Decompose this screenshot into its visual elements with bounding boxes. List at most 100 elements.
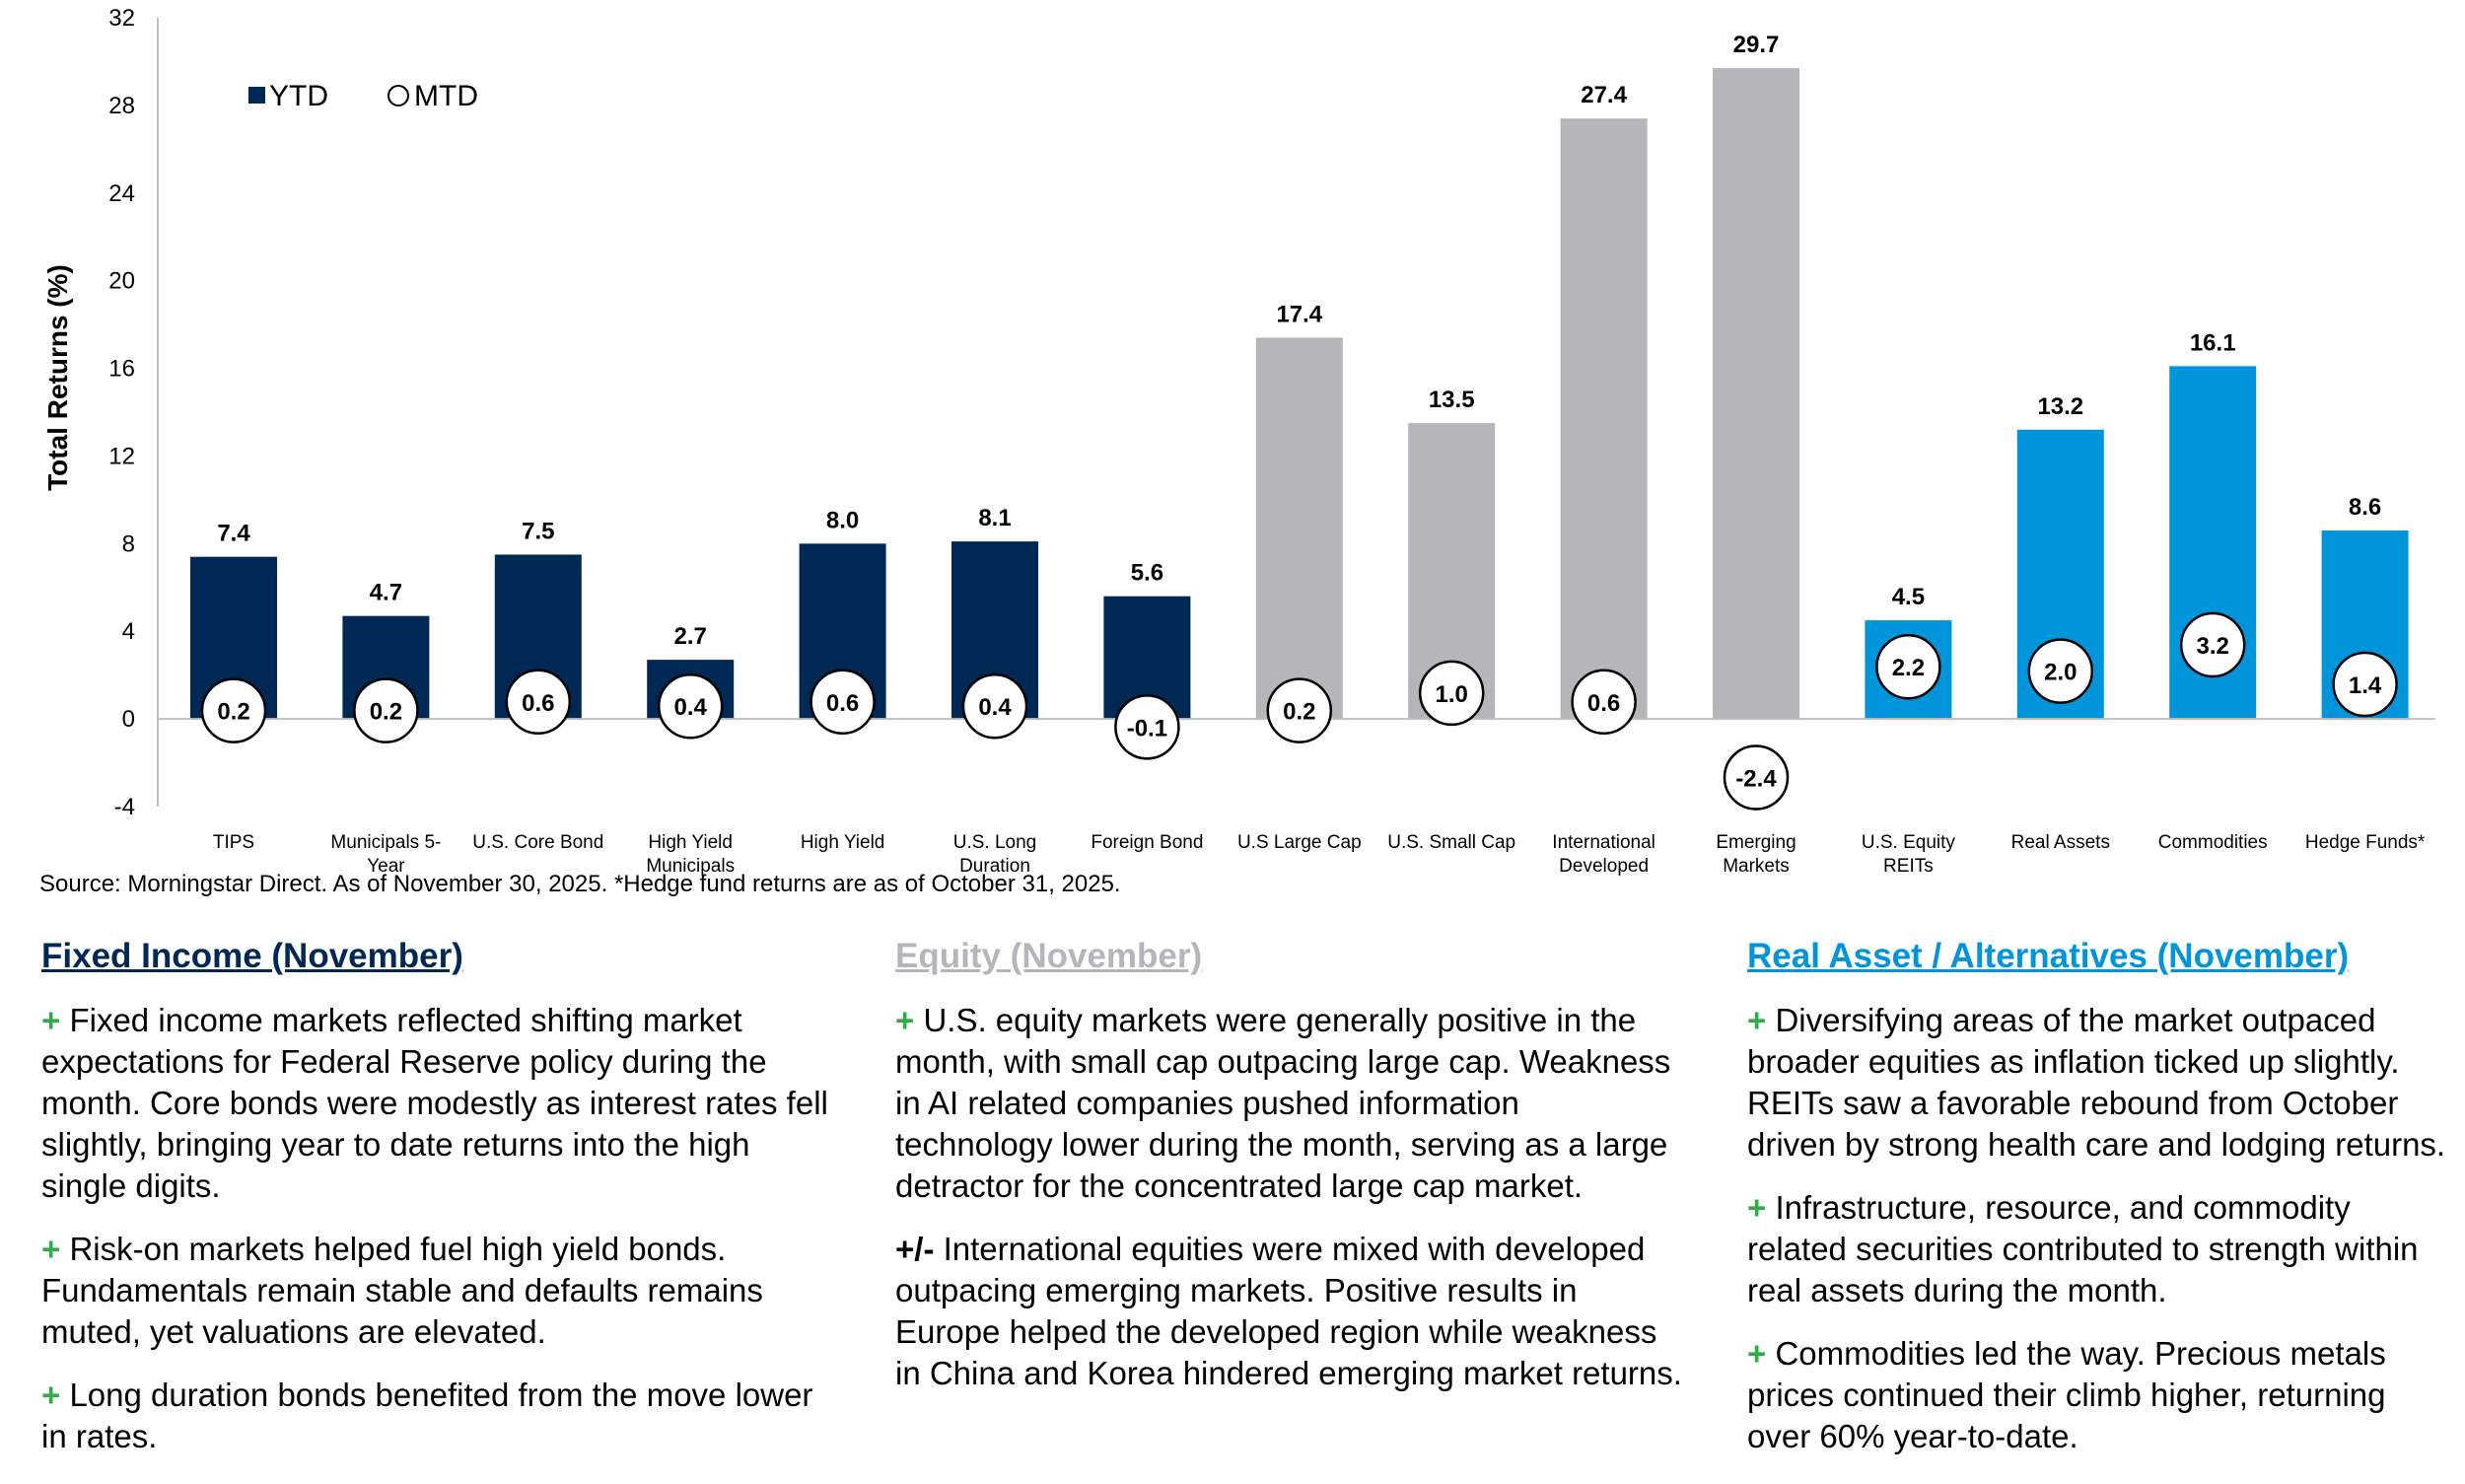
bullet-text: Commodities led the way. Precious metals… bbox=[1747, 1335, 2386, 1454]
bullet-sign: + bbox=[1747, 1335, 1767, 1372]
equity-column: Equity (November) + U.S. equity markets … bbox=[895, 935, 1684, 1416]
category-labels: TIPS Municipals 5- Year U.S. Core Bond High … bbox=[213, 832, 2426, 877]
category-label: U.S Large Cap bbox=[1237, 832, 1362, 853]
ytd-value-label: 13.2 bbox=[2037, 393, 2083, 420]
bullet-sign: +/- bbox=[895, 1231, 935, 1267]
y-tick-label: 32 bbox=[108, 5, 135, 32]
bullet-sign: + bbox=[41, 1377, 61, 1413]
ytd-value-label: 4.7 bbox=[370, 580, 402, 606]
category-label: Emerging bbox=[1716, 832, 1796, 853]
bullet-sign: + bbox=[895, 1002, 915, 1038]
real-assets-bullet: + Infrastructure, resource, and commodit… bbox=[1747, 1187, 2457, 1311]
bullet-text: International equities were mixed with d… bbox=[895, 1231, 1682, 1391]
y-tick-label: 4 bbox=[122, 618, 135, 645]
ytd-value-label: 5.6 bbox=[1131, 560, 1163, 587]
fixed-income-bullet: + Risk-on markets helped fuel high yield… bbox=[41, 1229, 830, 1353]
mtd-marker bbox=[2027, 638, 2094, 704]
mtd-value-label: 0.6 bbox=[1587, 690, 1620, 717]
category-label: U.S. Long bbox=[953, 832, 1037, 853]
y-axis-title: Total Returns (%) bbox=[42, 264, 73, 491]
mtd-markers: 0.2 0.2 0.6 0.4 0.6 0.4 -0.1 0.2 1.0 0.6 -2.4 2.2 2.… bbox=[200, 611, 2398, 811]
ytd-value-label: 7.4 bbox=[217, 521, 250, 547]
category-label: U.S. Equity bbox=[1862, 832, 1956, 853]
mtd-value-label: 0.2 bbox=[370, 699, 402, 726]
mtd-marker bbox=[200, 677, 267, 743]
ytd-value-labels: 7.4 4.7 7.5 2.7 8.0 8.1 5.6 17.4 13.5 27.4 29.7 4.5… bbox=[217, 32, 2381, 650]
real-assets-bullet: + Commodities led the way. Precious meta… bbox=[1747, 1333, 2457, 1457]
mtd-value-label: 0.4 bbox=[978, 694, 1012, 721]
mtd-marker bbox=[2332, 651, 2398, 718]
legend-mtd-icon bbox=[387, 85, 409, 106]
category-label: Municipals 5- bbox=[330, 832, 441, 853]
bullet-sign: + bbox=[41, 1002, 61, 1038]
ytd-value-label: 13.5 bbox=[1429, 387, 1475, 413]
category-label: Markets bbox=[1723, 856, 1790, 877]
mtd-value-label: 0.6 bbox=[522, 690, 554, 717]
equity-bullet: + U.S. equity markets were generally pos… bbox=[895, 1000, 1684, 1207]
y-tick-label: -4 bbox=[114, 794, 135, 820]
y-tick-label: 28 bbox=[108, 93, 135, 119]
ytd-value-label: 16.1 bbox=[2190, 329, 2236, 356]
real-assets-bullet: + Diversifying areas of the market outpa… bbox=[1747, 1000, 2457, 1166]
equity-title: Equity (November) bbox=[895, 937, 1203, 975]
mtd-value-label: 2.2 bbox=[1892, 655, 1925, 681]
fixed-income-bullet: + Long duration bonds benefited from the… bbox=[41, 1375, 830, 1457]
mtd-marker bbox=[2179, 611, 2246, 678]
category-label: Municipals bbox=[646, 856, 735, 877]
ytd-bar bbox=[1255, 337, 1343, 720]
equity-bullet: +/- International equities were mixed wi… bbox=[895, 1229, 1684, 1394]
ytd-value-label: 29.7 bbox=[1733, 32, 1780, 58]
bullet-sign: + bbox=[41, 1231, 61, 1267]
ytd-bar bbox=[1560, 118, 1648, 720]
bullet-text: U.S. equity markets were generally posit… bbox=[895, 1002, 1671, 1204]
mtd-marker bbox=[1418, 660, 1485, 727]
legend-mtd-label: MTD bbox=[414, 80, 478, 112]
y-tick-label: 20 bbox=[108, 268, 135, 295]
y-tick-label: 0 bbox=[122, 706, 135, 733]
legend-ytd-label: YTD bbox=[269, 80, 328, 112]
category-label: REITs bbox=[1883, 856, 1934, 877]
category-label: TIPS bbox=[213, 832, 254, 853]
y-tick-label: 8 bbox=[122, 530, 135, 557]
category-label: Foreign Bond bbox=[1091, 832, 1203, 853]
bullet-sign: + bbox=[1747, 1002, 1767, 1038]
category-label: High Yield bbox=[648, 832, 733, 853]
ytd-value-label: 2.7 bbox=[674, 623, 707, 650]
ytd-value-label: 17.4 bbox=[1276, 301, 1322, 327]
mtd-value-label: 0.6 bbox=[826, 690, 859, 717]
fixed-income-bullet: + Fixed income markets reflected shiftin… bbox=[41, 1000, 830, 1207]
mtd-value-label: 1.4 bbox=[2349, 672, 2382, 699]
real-assets-column: Real Asset / Alternatives (November) + D… bbox=[1747, 935, 2457, 1479]
ytd-value-label: 27.4 bbox=[1581, 82, 1627, 108]
mtd-value-label: 0.2 bbox=[1283, 699, 1315, 726]
category-label: High Yield bbox=[801, 832, 885, 853]
category-label: Developed bbox=[1559, 856, 1649, 877]
ytd-value-label: 8.6 bbox=[2349, 494, 2381, 521]
mtd-marker bbox=[1114, 694, 1180, 760]
fixed-income-column: Fixed Income (November) + Fixed income m… bbox=[41, 935, 830, 1479]
ytd-value-label: 8.1 bbox=[978, 505, 1011, 531]
category-label: U.S. Core Bond bbox=[472, 832, 603, 853]
mtd-marker bbox=[1266, 677, 1333, 743]
mtd-marker bbox=[810, 669, 876, 736]
bullet-text: Risk-on markets helped fuel high yield b… bbox=[41, 1231, 763, 1350]
category-label: Real Assets bbox=[2011, 832, 2110, 853]
mtd-marker bbox=[961, 672, 1028, 740]
mtd-marker bbox=[1571, 669, 1637, 736]
bullet-text: Diversifying areas of the market outpace… bbox=[1747, 1002, 2446, 1163]
mtd-marker bbox=[1723, 744, 1790, 811]
mtd-value-label: 2.0 bbox=[2044, 660, 2077, 686]
mtd-value-label: -2.4 bbox=[1735, 765, 1777, 792]
legend: YTD MTD bbox=[248, 80, 478, 112]
category-label: International bbox=[1552, 832, 1655, 853]
bullet-sign: + bbox=[1747, 1189, 1767, 1226]
ytd-bar bbox=[1713, 68, 1799, 720]
fixed-income-title: Fixed Income (November) bbox=[41, 937, 463, 975]
mtd-marker bbox=[505, 669, 572, 736]
mtd-value-label: 3.2 bbox=[2197, 633, 2229, 660]
category-label: Hedge Funds* bbox=[2305, 832, 2426, 853]
category-label: Duration bbox=[959, 856, 1030, 877]
mtd-value-label: 1.0 bbox=[1436, 681, 1468, 708]
category-label: Commodities bbox=[2158, 832, 2268, 853]
legend-ytd-swatch bbox=[248, 87, 265, 104]
